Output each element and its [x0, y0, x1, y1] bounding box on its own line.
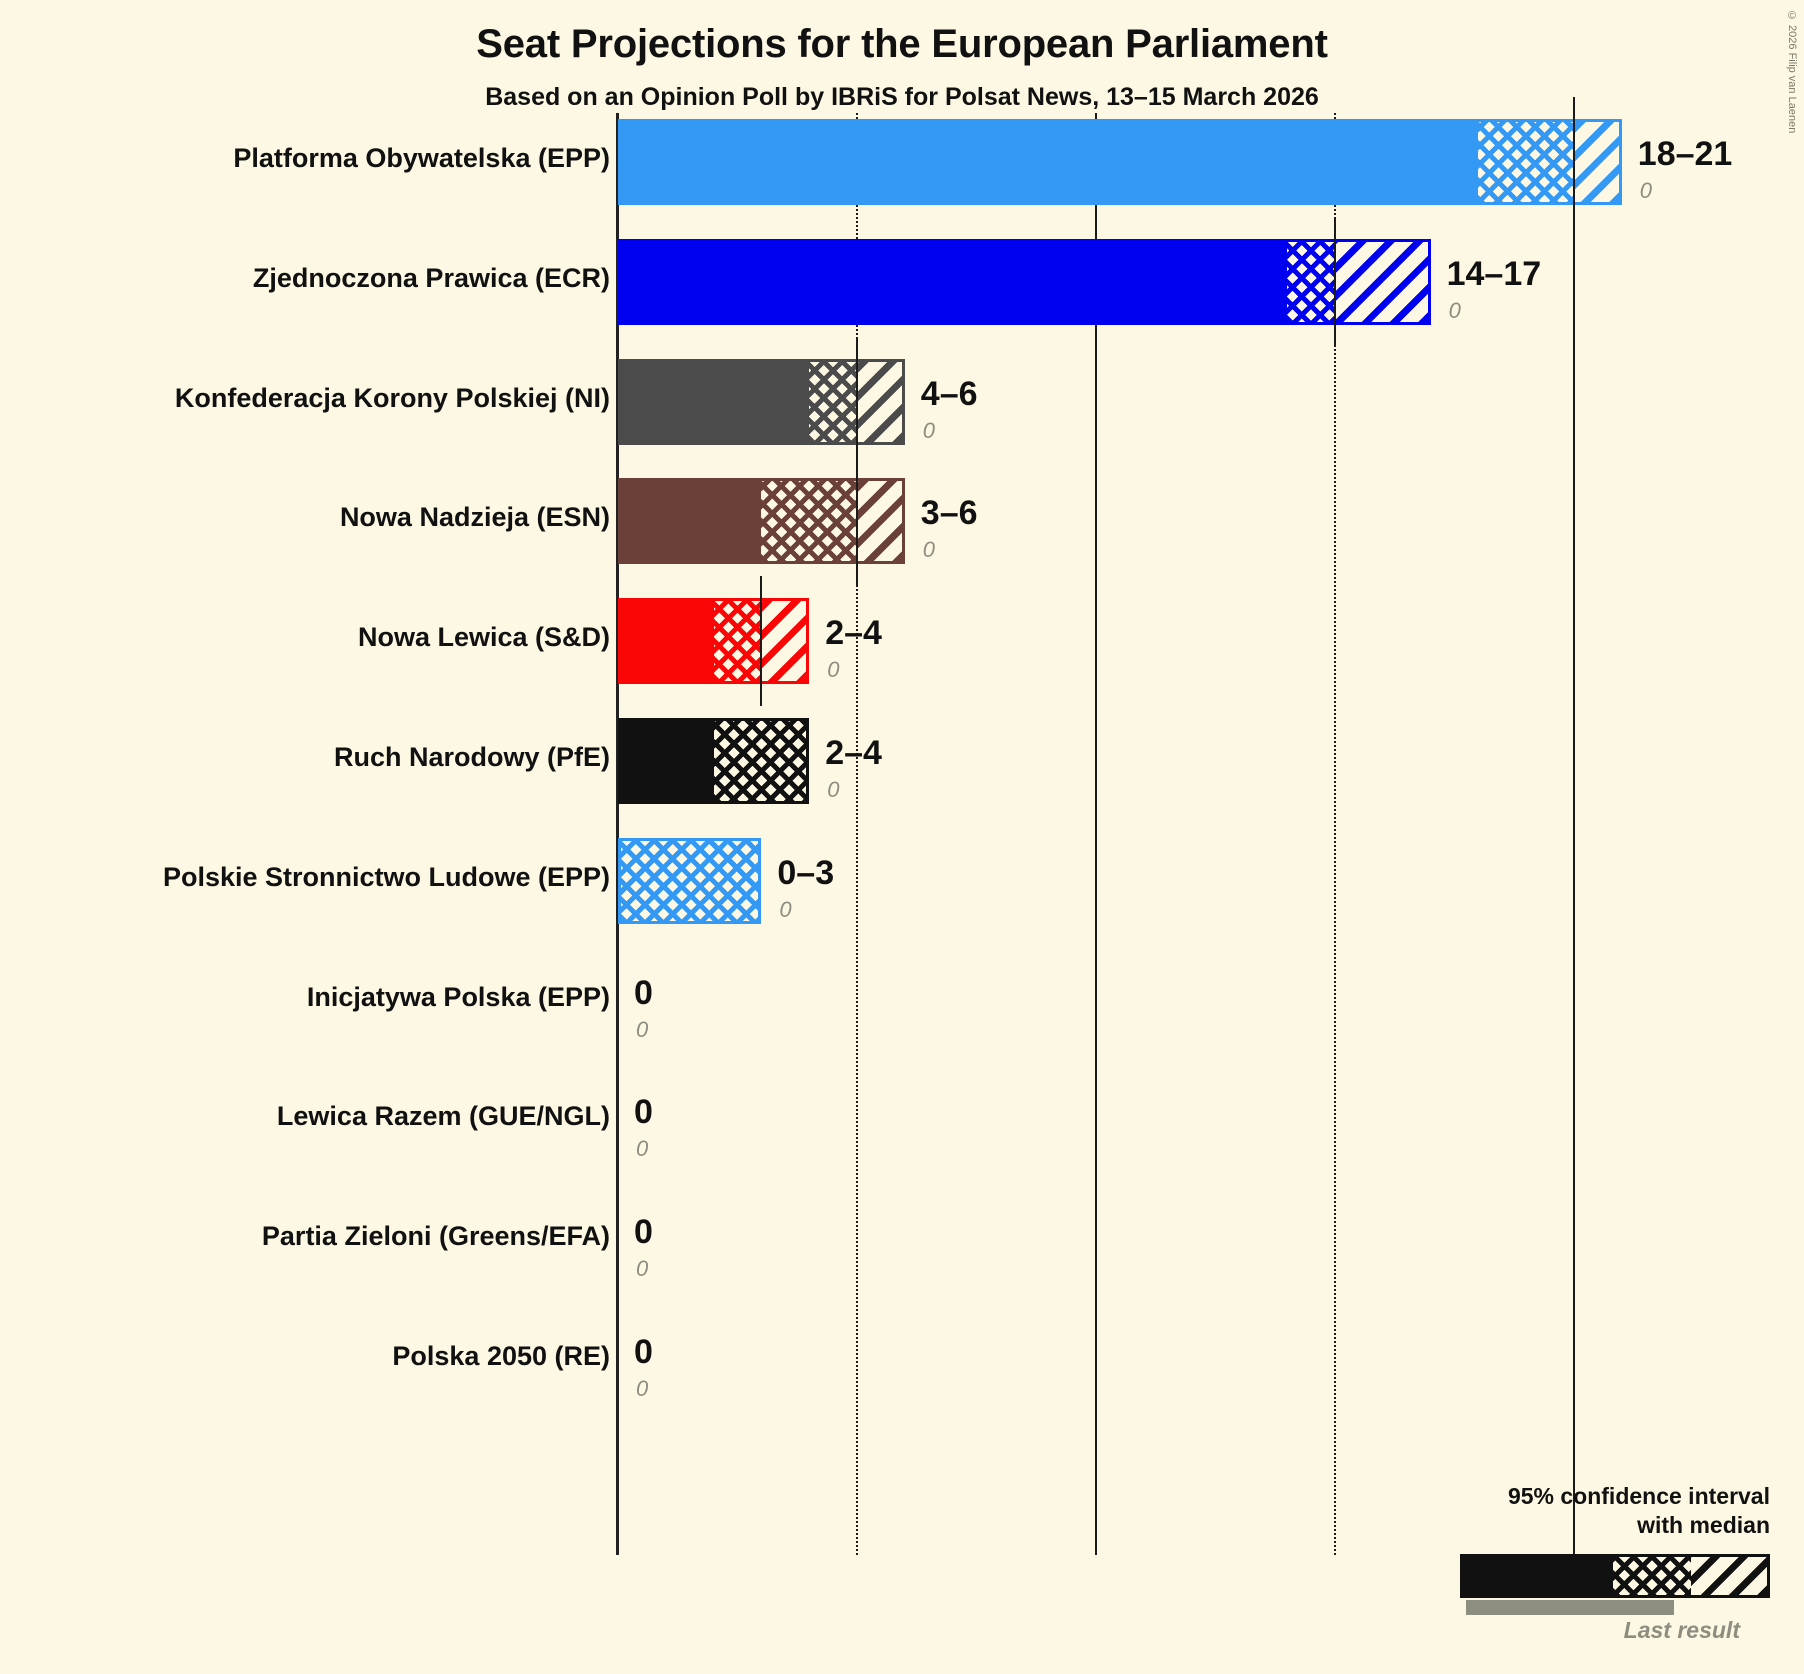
last-result-label: 0 [636, 1136, 649, 1162]
legend-segment-certain [1463, 1557, 1613, 1595]
bar-segment-certain [621, 721, 714, 801]
category-label: Inicjatywa Polska (EPP) [306, 981, 610, 1012]
median-marker [1573, 97, 1575, 227]
value-label: 3–6 [920, 494, 978, 533]
category-label: Nowa Nadzieja (ESN) [339, 502, 610, 533]
last-result-label: 0 [636, 1376, 649, 1401]
last-result-label: 0 [1448, 297, 1461, 323]
category-label: Konfederacja Korony Polskiej (NI) [174, 382, 610, 413]
bar-segment-to-median [621, 840, 759, 921]
legend-caption: 95% confidence interval with median [1508, 1482, 1770, 1540]
legend-sample-bar [1460, 1554, 1770, 1598]
median-marker [856, 456, 858, 587]
value-label: 18–21 [1637, 135, 1733, 173]
legend-caption-line2: with median [1637, 1511, 1770, 1538]
bar-segment-certain [621, 361, 810, 442]
bar-segment-to-median [761, 481, 857, 562]
legend-last-result-bar [1466, 1600, 1674, 1615]
gridline-15 [1334, 113, 1336, 1555]
bar [618, 119, 1622, 205]
last-result-label: 0 [922, 417, 936, 443]
value-label: 0 [634, 973, 653, 1012]
y-axis [616, 113, 619, 1555]
bar-segment-upper-ci [1574, 122, 1619, 202]
bar [618, 478, 905, 565]
bar-segment-upper-ci [761, 601, 807, 682]
copyright-notice: © 2026 Filip van Laenen [1786, 10, 1798, 134]
median-marker [856, 336, 858, 467]
last-result-label: 0 [827, 777, 840, 802]
bar [618, 718, 810, 804]
last-result-label: 0 [922, 537, 936, 563]
category-label: Partia Zieloni (Greens/EFA) [261, 1221, 610, 1252]
gridline-5 [856, 113, 858, 1555]
chart-subtitle: Based on an Opinion Poll by IBRiS for Po… [485, 83, 1319, 111]
bar [618, 358, 905, 445]
bar [618, 837, 762, 924]
category-label: Polskie Stronnictwo Ludowe (EPP) [162, 861, 610, 892]
category-label: Platforma Obywatelska (EPP) [233, 143, 610, 173]
bar-segment-certain [621, 241, 1288, 322]
last-result-label: 0 [779, 896, 792, 922]
value-label: 0–3 [777, 853, 835, 892]
category-label: Ruch Narodowy (PfE) [333, 742, 610, 772]
median-marker [1334, 216, 1336, 347]
value-label: 0 [634, 1213, 653, 1252]
value-label: 4–6 [920, 374, 978, 413]
median-marker [760, 576, 763, 707]
last-result-label: 0 [827, 657, 840, 683]
bar-segment-upper-ci [857, 361, 902, 442]
last-result-label: 0 [636, 1256, 649, 1282]
category-label: Zjednoczona Prawica (ECR) [252, 262, 610, 293]
gridline-20 [1573, 113, 1575, 1555]
bar-segment-to-median [713, 601, 762, 682]
category-label: Lewica Razem (GUE/NGL) [276, 1101, 610, 1132]
bar-segment-to-median [713, 721, 807, 801]
value-label: 2–4 [825, 614, 882, 653]
value-label: 14–17 [1446, 254, 1542, 293]
legend-caption-line1: 95% confidence interval [1507, 1483, 1770, 1509]
bar-segment-to-median [1478, 122, 1574, 202]
last-result-label: 0 [636, 1016, 649, 1042]
category-label: Polska 2050 (RE) [392, 1341, 610, 1371]
chart-legend: 95% confidence interval with median Last… [1330, 1482, 1770, 1643]
bar-segment-certain [621, 481, 762, 562]
legend-last-result-label: Last result [1623, 1617, 1740, 1643]
last-result-label: 0 [1639, 178, 1653, 203]
bar-segment-certain [621, 122, 1479, 202]
bar-segment-to-median [809, 361, 857, 442]
category-label: Nowa Lewica (S&D) [357, 622, 610, 653]
gridline-10 [1095, 113, 1097, 1555]
bar [618, 598, 810, 685]
page-title: Seat Projections for the European Parlia… [476, 22, 1328, 66]
value-label: 0 [634, 1093, 653, 1132]
bar [618, 238, 1431, 325]
legend-segment-to-median [1613, 1557, 1691, 1595]
bar-segment-to-median [1287, 241, 1335, 322]
legend-segment-upper-ci [1691, 1557, 1767, 1595]
value-label: 0 [634, 1333, 653, 1371]
bar-segment-upper-ci [857, 481, 902, 562]
value-label: 2–4 [825, 734, 882, 772]
bar-segment-certain [621, 601, 714, 682]
bar-segment-upper-ci [1335, 241, 1428, 322]
